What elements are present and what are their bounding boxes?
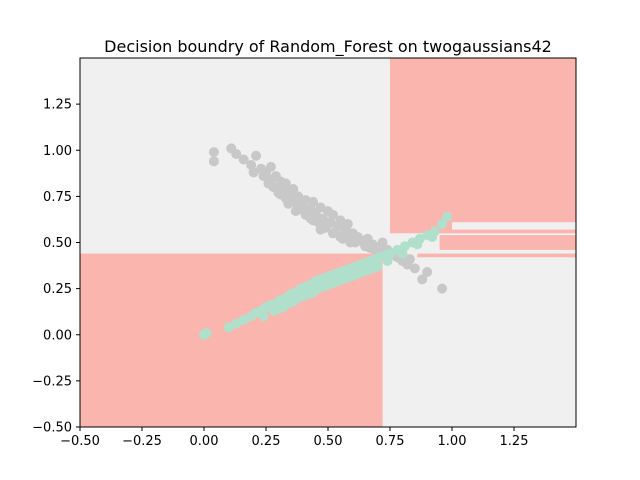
y-tick-label: 1.00 [43, 144, 72, 159]
chart-title: Decision boundry of Random_Forest on two… [104, 37, 552, 57]
scatter-point-s0-47 [417, 274, 428, 285]
scatter-point-s1-61 [342, 272, 353, 283]
scatter-point-s0-0 [208, 147, 219, 158]
x-tick-label: 0.25 [252, 434, 281, 449]
y-tick-label: 0.25 [43, 282, 72, 297]
scatter-point-s1-41 [442, 211, 453, 222]
scatter-point-s1-3 [231, 318, 242, 329]
scatter-point-s0-71 [355, 235, 366, 246]
scatter-point-s0-15 [280, 178, 291, 189]
x-tick-label: 1.00 [438, 434, 467, 449]
scatter-point-s0-82 [345, 237, 356, 248]
scatter-point-s0-61 [327, 228, 338, 239]
scatter-point-s0-6 [251, 150, 262, 161]
scatter-point-s0-86 [258, 171, 269, 182]
scatter-point-s0-81 [335, 231, 346, 242]
scatter-point-s1-2 [223, 322, 234, 333]
scatter-point-s1-68 [427, 231, 438, 242]
scatter-point-s0-29 [327, 209, 338, 220]
scatter-point-s0-87 [248, 167, 259, 178]
scatter-point-s1-59 [323, 279, 333, 290]
scatter-point-s1-60 [332, 276, 343, 287]
scatter-point-s0-66 [285, 185, 296, 196]
scatter-point-s0-46 [409, 263, 420, 274]
y-tick-label: 1.25 [43, 98, 72, 113]
x-tick-label: −0.50 [60, 434, 100, 449]
scatter-point-s1-55 [283, 298, 294, 309]
scatter-point-s0-4 [238, 154, 249, 165]
x-tick-label: 1.25 [500, 434, 529, 449]
scatter-point-s1-57 [303, 289, 314, 300]
scatter-point-s0-72 [365, 243, 376, 254]
scatter-point-s0-23 [308, 196, 319, 207]
decision-region-1 [390, 58, 576, 234]
scatter-point-s1-67 [412, 239, 423, 250]
scatter-point-s1-40 [437, 219, 448, 230]
scatter-point-s0-40 [377, 237, 388, 248]
scatter-point-s1-65 [382, 255, 393, 266]
scatter-point-s0-1 [208, 156, 219, 167]
scatter-point-s1-62 [352, 268, 363, 279]
scatter-point-s1-1 [201, 327, 212, 338]
decision-region-2 [439, 235, 576, 250]
scatter-point-s0-79 [305, 213, 316, 224]
scatter-point-s1-66 [397, 248, 408, 259]
scatter-point-s1-64 [372, 261, 383, 272]
scatter-point-s0-69 [323, 219, 333, 230]
y-tick-label: −0.25 [32, 374, 72, 389]
scatter-point-s1-53 [258, 311, 269, 322]
scatter-point-s0-84 [404, 254, 415, 265]
scatter-point-s0-76 [273, 187, 284, 198]
scatter-point-s0-80 [315, 224, 326, 235]
x-tick-label: 0.75 [376, 434, 405, 449]
scatter-point-s0-75 [263, 178, 274, 189]
scatter-point-s0-78 [290, 206, 301, 217]
scatter-point-s0-9 [265, 161, 276, 172]
plot-area: −0.50 −0.25 0.00 0.25 0.50 0.75 1.00 1.25 −0.50 −… [32, 57, 577, 449]
x-tick-label: 0.00 [190, 434, 219, 449]
scatter-point-s0-31 [335, 215, 346, 226]
y-tick-label: 0.00 [43, 328, 72, 343]
scatter-point-s0-3 [231, 148, 242, 159]
scatter-point-s1-4 [238, 314, 249, 325]
scatter-point-s0-85 [422, 267, 433, 278]
y-tick-label: −0.50 [32, 421, 72, 436]
scatter-point-s1-54 [273, 303, 284, 314]
scatter-point-s0-33 [342, 219, 353, 230]
scatter-point-s0-77 [283, 198, 294, 209]
decision-region-3 [417, 253, 576, 258]
scatter-point-s0-25 [315, 202, 326, 213]
decision-region-4 [452, 222, 576, 230]
x-tick-label: −0.25 [122, 434, 162, 449]
scatter-point-s0-48 [437, 283, 448, 294]
scatter-point-s1-56 [293, 292, 304, 303]
x-tick-label: 0.50 [314, 434, 343, 449]
scatter-point-s1-58 [313, 283, 324, 294]
y-tick-label: 0.50 [43, 236, 72, 251]
scatter-point-s1-63 [362, 265, 373, 276]
y-tick-label: 0.75 [43, 190, 72, 205]
